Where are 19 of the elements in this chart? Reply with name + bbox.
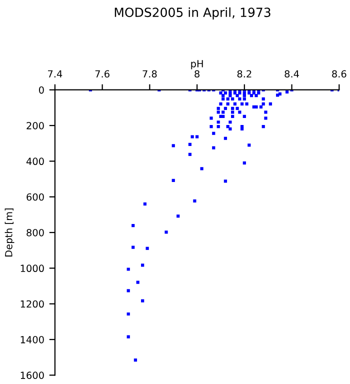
y-tick-label: 0: [38, 86, 44, 94]
x-tick-label: 8.2: [237, 70, 252, 78]
y-tick-label: 400: [26, 158, 44, 166]
y-tick-label: 800: [26, 228, 44, 236]
y-tick-label: 1600: [20, 372, 44, 379]
x-tick-label: 7.4: [48, 70, 62, 78]
x-axis-title: pH: [191, 60, 203, 70]
x-tick-label: 8.4: [284, 70, 299, 78]
x-tick-label: 7.8: [142, 70, 157, 78]
y-tick-label: 1000: [20, 264, 44, 272]
y-tick-label: 1400: [20, 336, 44, 344]
y-axis-title: Depth [m]: [4, 208, 14, 256]
y-tick-label: 600: [26, 193, 44, 201]
y-tick-label: 1200: [20, 300, 44, 308]
chart-title: MODS2005 in April, 1973: [114, 7, 270, 20]
x-tick-label: 8: [194, 70, 200, 78]
y-tick-label: 200: [26, 122, 44, 130]
x-tick-label: 7.6: [95, 70, 110, 78]
x-tick-label: 8.6: [332, 70, 346, 78]
